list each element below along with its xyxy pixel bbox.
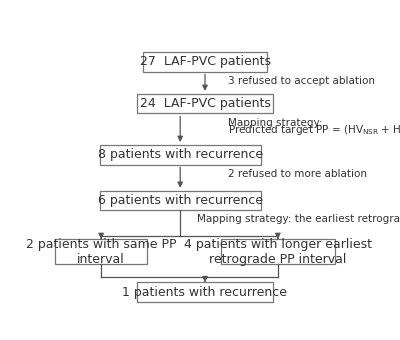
Text: Mapping strategy: the earliest retrograde PP: Mapping strategy: the earliest retrograd… [197, 214, 400, 224]
FancyBboxPatch shape [220, 239, 335, 264]
Text: 6 patients with recurrence: 6 patients with recurrence [98, 194, 263, 207]
FancyBboxPatch shape [143, 52, 267, 71]
Text: 8 patients with recurrence: 8 patients with recurrence [98, 148, 263, 161]
Text: 2 patients with same PP
interval: 2 patients with same PP interval [26, 238, 176, 266]
FancyBboxPatch shape [137, 94, 273, 114]
FancyBboxPatch shape [56, 239, 147, 264]
Text: 4 patients with longer earliest
retrograde PP interval: 4 patients with longer earliest retrogra… [184, 238, 372, 266]
Text: 1 patients with recurrence: 1 patients with recurrence [122, 286, 288, 299]
Text: 3 refused to accept ablation: 3 refused to accept ablation [228, 76, 375, 86]
Text: Mapping strategy:: Mapping strategy: [228, 118, 323, 128]
FancyBboxPatch shape [100, 191, 261, 210]
Text: 2 refused to more ablation: 2 refused to more ablation [228, 169, 367, 179]
Text: 27  LAF-PVC patients: 27 LAF-PVC patients [140, 55, 270, 68]
FancyBboxPatch shape [100, 145, 261, 165]
FancyBboxPatch shape [137, 282, 273, 302]
Text: Predicted target PP = (HV$_{\mathrm{NSR}}$ + HV$_{\mathrm{PVC}}$)/2: Predicted target PP = (HV$_{\mathrm{NSR}… [228, 123, 400, 137]
Text: 24  LAF-PVC patients: 24 LAF-PVC patients [140, 97, 270, 110]
